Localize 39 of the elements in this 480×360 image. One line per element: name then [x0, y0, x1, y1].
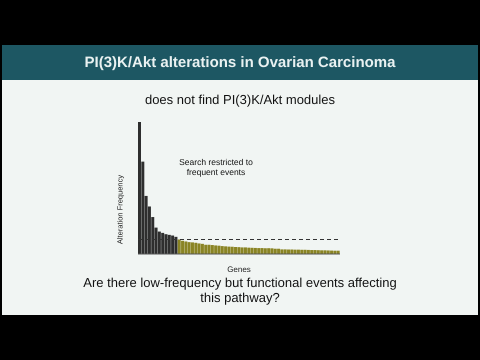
bar — [260, 248, 264, 254]
bar — [214, 245, 218, 254]
bar — [220, 246, 224, 254]
bar — [181, 240, 184, 254]
bar — [267, 248, 270, 254]
bar — [336, 250, 340, 254]
bar — [188, 242, 191, 254]
bar — [200, 244, 204, 254]
bar — [217, 246, 220, 254]
text: Are there low-frequency but functional events affecting this pathway? — [82, 275, 398, 305]
bar — [227, 246, 230, 254]
bar — [230, 246, 234, 254]
bar — [178, 239, 181, 254]
bar — [257, 248, 260, 254]
bar — [264, 248, 267, 254]
bar — [184, 241, 188, 254]
bar — [277, 248, 280, 254]
bar — [224, 246, 228, 254]
chart-title: PI(3)K/Akt alterations in Ovarian Carcinoma — [84, 54, 396, 71]
bar — [333, 250, 336, 254]
bar — [316, 250, 320, 254]
annotation: Search restricted to frequent events — [178, 157, 254, 177]
bar — [294, 250, 297, 254]
bar — [194, 242, 198, 254]
bar — [237, 247, 240, 254]
bar — [198, 243, 201, 254]
bar — [234, 247, 238, 254]
bar — [210, 245, 214, 254]
bar — [208, 244, 211, 254]
bar — [204, 244, 208, 254]
bar — [244, 247, 247, 254]
bar — [296, 250, 300, 254]
bar — [240, 247, 244, 254]
bar — [190, 242, 194, 254]
bar — [247, 248, 250, 254]
x-axis-title: Genes — [227, 265, 251, 274]
chart-subtitle: does not find PI(3)K/Akt modules — [144, 92, 336, 107]
bar — [274, 248, 277, 254]
bar — [254, 248, 257, 254]
